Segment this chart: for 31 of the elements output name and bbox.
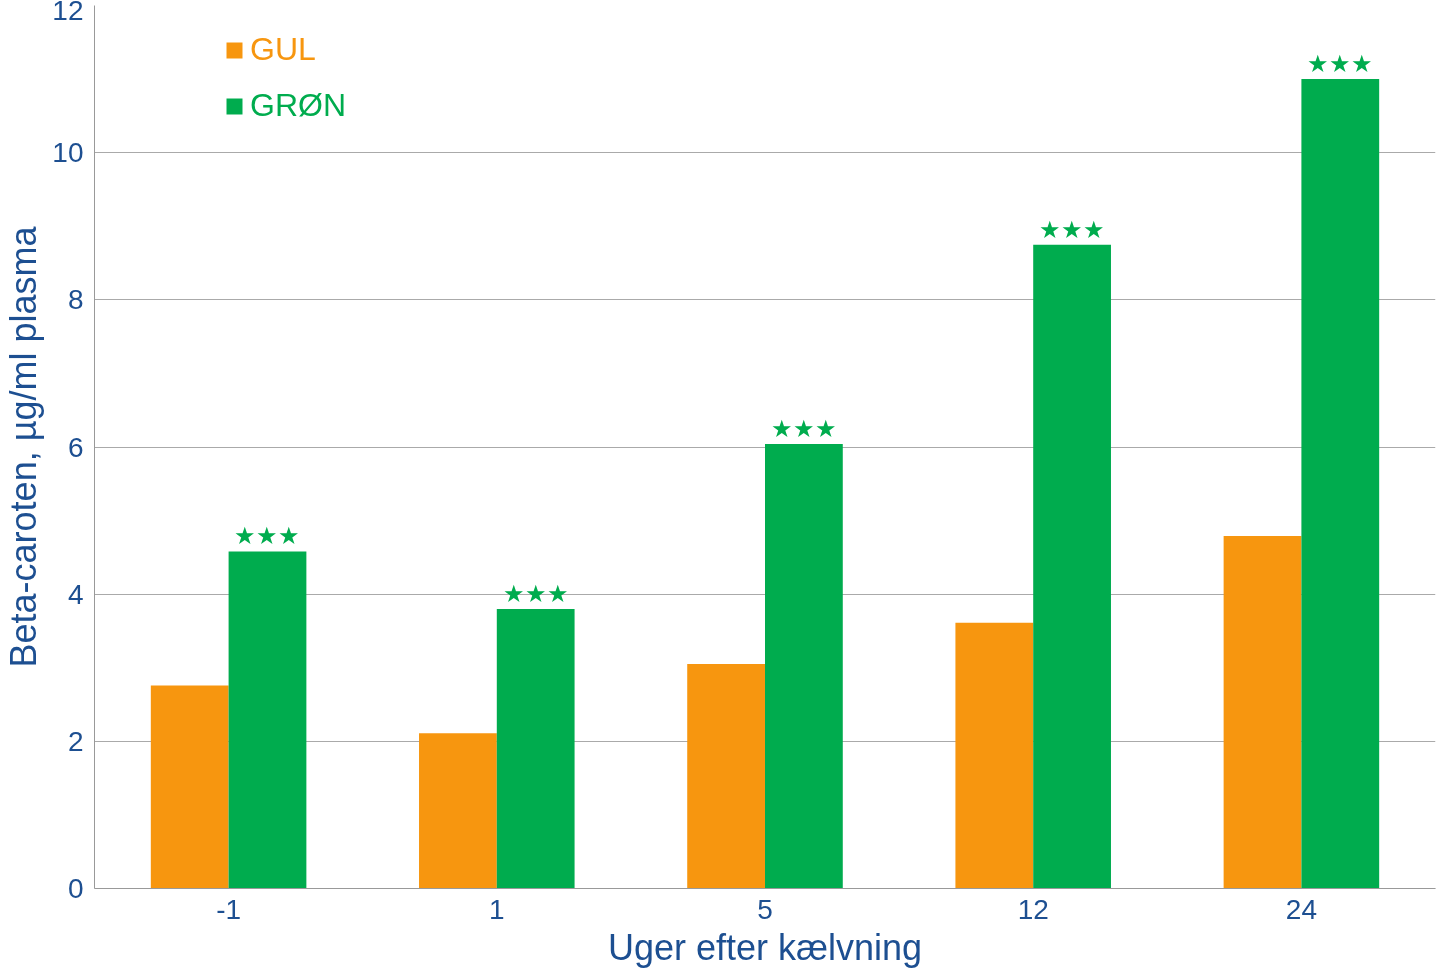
annotation: ★★★	[234, 522, 301, 550]
bar	[1223, 536, 1302, 889]
x-tick-label: 12	[1017, 893, 1049, 925]
annotation: ★★★	[1307, 50, 1374, 78]
legend-label: GUL	[250, 31, 316, 68]
annotation: ★★★	[770, 415, 837, 443]
bar	[150, 685, 229, 889]
bar	[687, 664, 765, 889]
y-tick-label: 6	[67, 431, 84, 463]
bar	[496, 608, 575, 889]
bar	[1033, 244, 1111, 889]
bar	[228, 551, 307, 889]
annotation: ★★★	[1039, 215, 1106, 243]
x-tick-label: -1	[216, 893, 242, 925]
y-tick-label: 0	[67, 873, 84, 904]
y-tick-label: 12	[52, 0, 84, 26]
y-tick-label: 2	[67, 725, 84, 757]
x-tick-label: 24	[1285, 893, 1317, 925]
y-tick-label: 4	[67, 578, 84, 610]
x-tick-label: 1	[489, 893, 505, 925]
y-tick-label: 8	[67, 284, 84, 316]
bar	[1301, 79, 1380, 889]
annotation: ★★★	[502, 579, 569, 607]
x-tick-label: 5	[757, 893, 773, 925]
y-axis-title: Beta-caroten, µg/ml plasma	[3, 225, 45, 668]
bar	[765, 444, 843, 889]
legend-label: GRØN	[250, 87, 346, 124]
bar	[419, 733, 497, 889]
x-axis-title: Uger efter kælvning	[607, 926, 923, 968]
y-tick-label: 10	[52, 137, 84, 169]
bar	[955, 622, 1034, 889]
